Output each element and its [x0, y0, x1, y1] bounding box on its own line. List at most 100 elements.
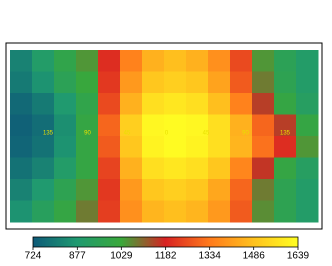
heat-cell [296, 157, 319, 180]
heat-cell [120, 114, 143, 137]
heat-cell [274, 93, 297, 115]
heat-cell [142, 200, 165, 223]
heat-cell [186, 114, 209, 137]
heat-cell [32, 50, 55, 72]
heat-cell [230, 114, 253, 137]
heat-cell [120, 200, 143, 223]
heat-cell [274, 157, 297, 180]
heat-cell [10, 50, 33, 72]
heat-cell [10, 93, 33, 115]
heat-cell [186, 200, 209, 223]
heat-cell [230, 50, 253, 72]
heat-cell [274, 179, 297, 201]
heat-cell [208, 136, 231, 158]
heat-cell [98, 200, 121, 223]
heat-cell [164, 157, 187, 180]
heat-cell [296, 136, 319, 158]
heat-cell [120, 71, 143, 94]
heat-cell [208, 50, 231, 72]
heat-cell [32, 200, 55, 223]
heat-cell [296, 114, 319, 137]
heat-cell [32, 71, 55, 94]
heat-cell [274, 136, 297, 158]
heat-cell [98, 179, 121, 201]
heat-cell [296, 179, 319, 201]
heat-cell [164, 50, 187, 72]
heat-cell [120, 157, 143, 180]
heat-cell [142, 114, 165, 137]
colorbar-tick-label: 1486 [243, 251, 266, 262]
heat-cell [164, 71, 187, 94]
colorbar-tick-label: 1639 [287, 251, 310, 262]
colorbar-tick-label: 877 [69, 251, 86, 262]
heat-cell [230, 179, 253, 201]
heat-cell [54, 114, 77, 137]
map-label: 135 [280, 131, 291, 137]
heat-cell [252, 179, 275, 201]
heat-cell [296, 93, 319, 115]
heat-cell [98, 71, 121, 94]
heat-cell [32, 93, 55, 115]
heat-cell [274, 114, 297, 137]
heat-cell [186, 136, 209, 158]
heat-cell [120, 93, 143, 115]
map-label: 45 [124, 131, 131, 137]
heat-cell [120, 136, 143, 158]
heat-cell [54, 71, 77, 94]
map-label: 45 [203, 131, 210, 137]
heat-cell [230, 157, 253, 180]
heat-cell [252, 114, 275, 137]
heat-cell [54, 136, 77, 158]
heat-cell [208, 200, 231, 223]
heat-cell [54, 157, 77, 180]
heat-cell [32, 136, 55, 158]
heat-cell [230, 200, 253, 223]
heat-cell [164, 114, 187, 137]
heat-cell [296, 50, 319, 72]
heat-cell [186, 93, 209, 115]
heat-cell [230, 71, 253, 94]
heat-cell [274, 71, 297, 94]
heat-cell [186, 50, 209, 72]
colorbar-tick-label: 1182 [155, 251, 177, 262]
colorbar-tick-label: 724 [25, 251, 42, 262]
heat-cell [142, 93, 165, 115]
heat-cell [10, 114, 33, 137]
heat-cell [98, 50, 121, 72]
heat-cell [252, 50, 275, 72]
heat-cell [208, 157, 231, 180]
heat-cell [208, 179, 231, 201]
map-label: 90 [84, 131, 91, 137]
heat-cell [120, 179, 143, 201]
heat-cell [10, 136, 33, 158]
heat-cell [10, 200, 33, 223]
heat-cell [164, 200, 187, 223]
colorbar [32, 236, 299, 248]
heat-cell [98, 136, 121, 158]
heat-cell [10, 157, 33, 180]
colorbar-tick-label: 1334 [199, 251, 222, 262]
heat-cell [98, 93, 121, 115]
heat-cell [98, 157, 121, 180]
heat-cell [142, 136, 165, 158]
heat-cell [230, 93, 253, 115]
heat-cell [252, 93, 275, 115]
heat-cell [230, 136, 253, 158]
map-label: 0 [165, 131, 169, 137]
map-label: 135 [43, 131, 54, 137]
heat-cell [252, 157, 275, 180]
heat-cell [208, 114, 231, 137]
heat-cell [186, 157, 209, 180]
heat-cell [98, 114, 121, 137]
heat-cell [274, 200, 297, 223]
heat-cell [296, 200, 319, 223]
heat-cell [142, 71, 165, 94]
heat-cell [54, 200, 77, 223]
heat-cell [186, 179, 209, 201]
heat-cell [54, 93, 77, 115]
heat-cell [76, 157, 99, 180]
heat-cell [32, 114, 55, 137]
colorbar-tick-label: 1029 [110, 251, 133, 262]
heat-cell [274, 50, 297, 72]
